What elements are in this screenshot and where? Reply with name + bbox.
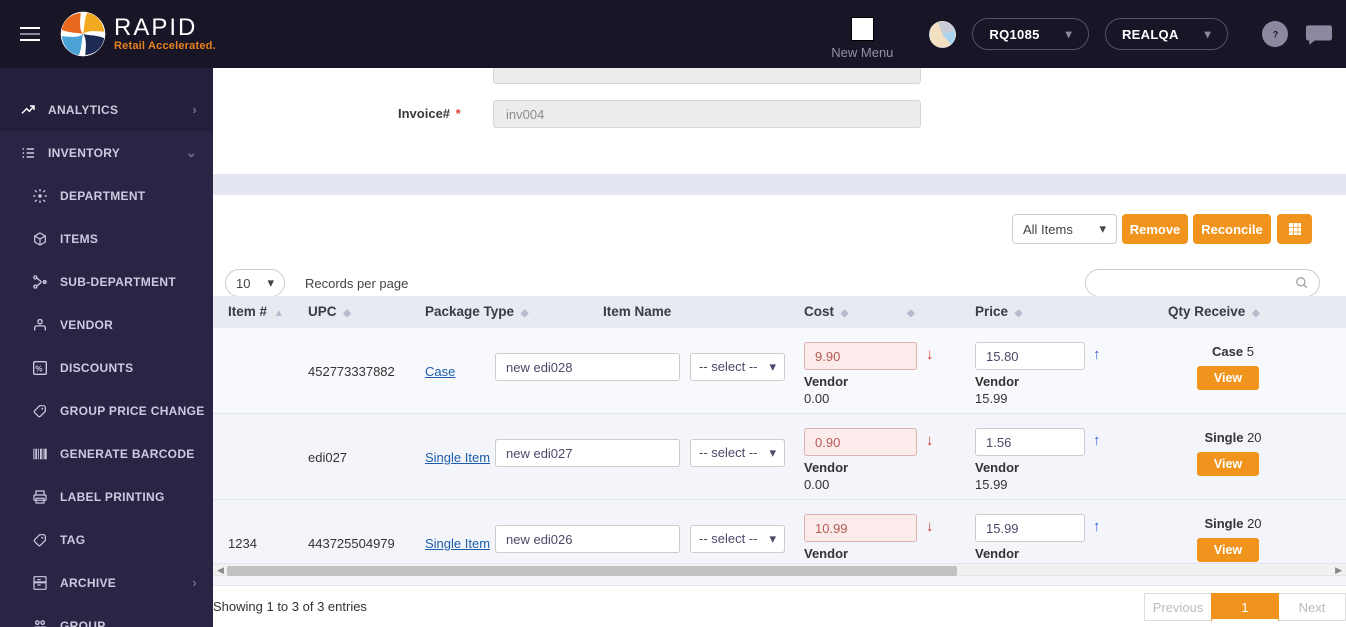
- svg-text:?: ?: [1272, 29, 1277, 39]
- svg-text:%: %: [35, 364, 42, 373]
